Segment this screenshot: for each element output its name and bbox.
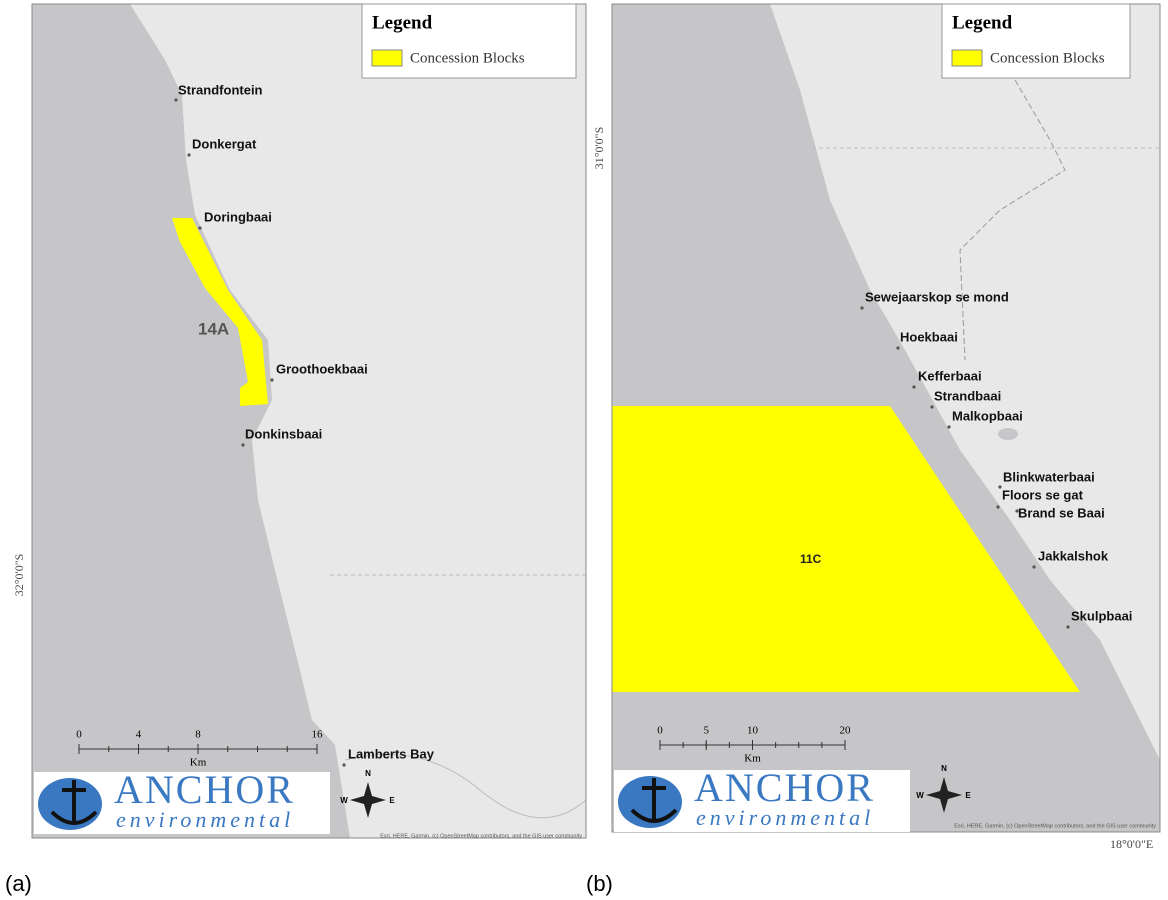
- logo-main: ANCHOR: [694, 765, 875, 810]
- map-panel-b: [611, 3, 1161, 833]
- latitude-label: 31°0'0"S: [592, 127, 606, 170]
- attribution: Esri, HERE, Garmin, (c) OpenStreetMap co…: [954, 823, 1156, 829]
- compass-letter: N: [365, 769, 371, 778]
- attribution: Esri, HERE, Garmin, (c) OpenStreetMap co…: [380, 833, 582, 839]
- compass-letter: E: [965, 791, 971, 800]
- land: [770, 4, 1160, 760]
- logo-sub: environmental: [116, 807, 294, 832]
- place-label: Donkinsbaai: [245, 426, 322, 441]
- place-label: Lamberts Bay: [348, 746, 435, 761]
- frame: [31, 3, 587, 839]
- logo-sub: environmental: [696, 805, 874, 830]
- place-label: Hoekbaai: [900, 329, 958, 344]
- concession-block: [612, 406, 1080, 692]
- scale-tick-label: 4: [136, 729, 142, 741]
- logo-anchor: [50, 780, 98, 825]
- island: [998, 428, 1018, 440]
- place-dot: [342, 763, 346, 767]
- scale-tick-label: 8: [195, 729, 201, 741]
- legend-swatch: [951, 49, 983, 67]
- place-label: Groothoekbaai: [276, 361, 368, 376]
- longitude-label: 18°0'0"E: [1110, 837, 1153, 851]
- scale-tick-label: 5: [704, 725, 710, 737]
- legend-swatch: [371, 49, 403, 67]
- place-dot: [996, 505, 1000, 509]
- compass-letter: W: [340, 796, 348, 805]
- place-label: Doringbaai: [204, 209, 272, 224]
- logo-anchor: [630, 778, 678, 823]
- legend-title: Legend: [952, 12, 1013, 33]
- block-label: 14A: [198, 319, 229, 338]
- scale-tick-label: 16: [312, 729, 324, 741]
- place-dot: [860, 306, 864, 310]
- scale-unit: Km: [744, 753, 761, 765]
- place-label: Strandbaai: [934, 388, 1001, 403]
- map-panel-a: [31, 3, 587, 839]
- land: [130, 4, 586, 838]
- scale-tick-label: 20: [840, 725, 852, 737]
- scale-tick-label: 0: [657, 725, 663, 737]
- place-label: Strandfontein: [178, 82, 263, 97]
- logo-main: ANCHOR: [114, 767, 295, 812]
- place-label: Kefferbaai: [918, 368, 982, 383]
- compass-rose: [350, 782, 386, 818]
- place-dot: [1032, 565, 1036, 569]
- place-dot: [912, 385, 916, 389]
- legend-title: Legend: [372, 12, 433, 33]
- scale-unit: Km: [190, 757, 207, 769]
- latitude-label: 32°0'0"S: [12, 554, 26, 597]
- place-label: Brand se Baai: [1018, 505, 1105, 520]
- place-dot: [270, 378, 274, 382]
- panel-label: (a): [5, 871, 32, 896]
- place-label: Floors se gat: [1002, 487, 1084, 502]
- compass-letter: E: [389, 796, 395, 805]
- place-dot: [198, 226, 202, 230]
- place-label: Malkopbaai: [952, 408, 1023, 423]
- place-dot: [241, 443, 245, 447]
- place-dot: [998, 485, 1002, 489]
- compass-rose: [926, 777, 962, 813]
- block-label: 11C: [800, 552, 822, 566]
- place-label: Blinkwaterbaai: [1003, 469, 1095, 484]
- place-label: Skulpbaai: [1071, 608, 1132, 623]
- place-dot: [947, 425, 951, 429]
- concession-block: [172, 218, 268, 406]
- place-dot: [1066, 625, 1070, 629]
- scale-tick-label: 10: [747, 725, 759, 737]
- place-dot: [896, 346, 900, 350]
- river: [344, 753, 587, 819]
- compass-letter: N: [941, 764, 947, 773]
- legend-item: Concession Blocks: [410, 50, 525, 66]
- place-dot: [187, 153, 191, 157]
- legend-item: Concession Blocks: [990, 50, 1105, 66]
- place-label: Jakkalshok: [1038, 548, 1109, 563]
- place-dot: [174, 98, 178, 102]
- place-label: Donkergat: [192, 136, 257, 151]
- boundary: [959, 79, 1066, 361]
- place-dot: [1015, 509, 1019, 513]
- scale-tick-label: 0: [76, 729, 82, 741]
- place-dot: [930, 405, 934, 409]
- compass-letter: W: [916, 791, 924, 800]
- panel-label: (b): [586, 871, 613, 896]
- place-label: Sewejaarskop se mond: [865, 289, 1009, 304]
